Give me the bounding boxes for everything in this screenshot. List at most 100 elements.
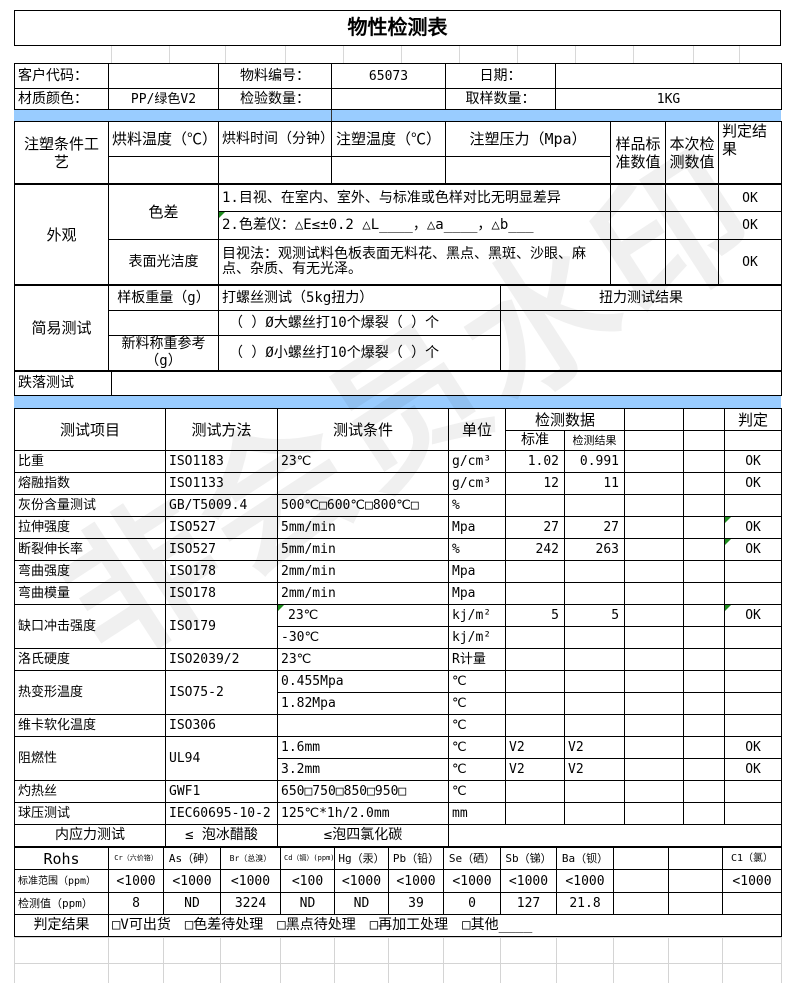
- empty-cell: [624, 780, 685, 803]
- cell-result: V2: [563, 736, 626, 759]
- empty-cell: [624, 736, 685, 759]
- cell-unit: Mpa: [448, 560, 506, 583]
- main-test-table: 测试项目 测试方法 测试条件 单位 检测数据 判定 标准 检测结果 比重 ISO…: [14, 408, 783, 847]
- empty-cell: [683, 494, 726, 517]
- cell-condition: [277, 472, 449, 495]
- date-label: 日期：: [445, 63, 556, 89]
- cell-condition: 1.6mm: [277, 736, 449, 759]
- empty-cell: [610, 184, 666, 212]
- empty-cell: [624, 538, 685, 561]
- cell-condition: 3.2mm: [277, 758, 449, 781]
- empty-cell: [683, 736, 726, 759]
- cell-method: ISO1183: [165, 450, 278, 473]
- cell-condition: 2mm/min: [277, 560, 449, 583]
- big-screw-line: （ ）Ø大螺丝打10个爆裂（ ）个: [218, 310, 501, 336]
- cell-verdict: [724, 494, 783, 517]
- empty-cell: [624, 758, 685, 781]
- empty-cell: [683, 780, 726, 803]
- cell-method: IEC60695-10-2: [165, 802, 278, 825]
- verdict-result-header: 判定结果: [718, 121, 782, 184]
- grid-spacer-row-top: [14, 46, 781, 63]
- cell-result: 0.991: [563, 450, 626, 473]
- empty-cell: [624, 494, 685, 517]
- blue-divider-band-1: [14, 110, 781, 121]
- cell-unit: %: [448, 494, 506, 517]
- cell-standard: [505, 494, 565, 517]
- rohs-standard-value: <1000: [108, 869, 164, 893]
- empty-cell: [683, 670, 726, 693]
- color-diff-visual-result: OK: [718, 184, 782, 212]
- cell-result: [563, 802, 626, 825]
- cell-standard: [505, 648, 565, 671]
- rohs-col-cr: Cr（六价铬）: [108, 847, 164, 870]
- empty-cell: [613, 869, 669, 893]
- test-row-melt-index: 熔融指数 ISO1133 g/cm³ 12 11 OK: [14, 472, 783, 495]
- cell-method: ISO1133: [165, 472, 278, 495]
- drop-test-row: 跌落测试: [14, 371, 782, 396]
- cell-item: 阻燃性: [14, 736, 166, 781]
- cell-result: [563, 626, 626, 649]
- rohs-standard-value: <1000: [163, 869, 221, 893]
- rohs-measured-value: ND: [163, 892, 221, 915]
- cell-standard: V2: [505, 758, 565, 781]
- header-test-method: 测试方法: [165, 408, 278, 451]
- cell-unit: mm: [448, 802, 506, 825]
- surface-finish-desc: 目视法：观测试料色板表面无料花、黑点、黑斑、沙眼、麻点、杂质、有无光泽。: [218, 239, 611, 285]
- cell-result: V2: [563, 758, 626, 781]
- inspect-qty-value: [331, 88, 446, 110]
- cell-verdict: [724, 560, 783, 583]
- rohs-col-cl: C1（氯）: [722, 847, 782, 870]
- appearance-section-label: 外观: [14, 184, 109, 285]
- empty-cell: [683, 692, 726, 715]
- test-row-flexural-modulus: 弯曲模量 ISO178 2mm/min Mpa: [14, 582, 783, 605]
- cell-verdict: [724, 670, 783, 693]
- empty-cell: [668, 847, 723, 870]
- cell-standard: [505, 626, 565, 649]
- rohs-measured-value: 21.8: [556, 892, 614, 915]
- inspect-qty-label: 检验数量：: [218, 88, 332, 110]
- empty-cell: [683, 538, 726, 561]
- color-diff-label: 色差: [108, 184, 219, 240]
- empty-cell: [624, 802, 685, 825]
- header-test-condition: 测试条件: [277, 408, 449, 451]
- test-row-internal-stress: 内应力测试 ≤ 泡冰醋酸 ≤泡四氯化碳: [14, 824, 783, 847]
- test-row-tensile-strength: 拉伸强度 ISO527 5mm/min Mpa 27 27 OK: [14, 516, 783, 539]
- cell-standard: [505, 714, 565, 737]
- cell-unit: %: [448, 538, 506, 561]
- sample-standard-header: 样品标准数值: [610, 121, 666, 184]
- mold-temp-value: [331, 156, 446, 184]
- cell-condition: 125℃*1h/2.0mm: [277, 802, 449, 825]
- cell-standard: [505, 780, 565, 803]
- empty-cell: [683, 430, 726, 451]
- sample-weight-value: [108, 310, 219, 336]
- cell-item: 灼热丝: [14, 780, 166, 803]
- cell-unit: ℃: [448, 758, 506, 781]
- rohs-standard-value: <1000: [334, 869, 389, 893]
- drop-test-table: 跌落测试: [14, 371, 782, 396]
- torque-result-value: [500, 310, 782, 371]
- cell-result: [563, 780, 626, 803]
- cell-condition: 23℃: [277, 604, 449, 627]
- bake-time-value: [218, 156, 332, 184]
- final-verdict-options: □V可出货 □色差待处理 □黑点待处理 □再加工处理 □其他____: [108, 914, 782, 937]
- material-color-value: PP/绿色V2: [108, 88, 219, 110]
- internal-stress-label: 内应力测试: [14, 824, 166, 847]
- injection-conditions-table: 注塑条件工艺 烘料温度（℃） 烘料时间（分钟） 注塑温度（℃） 注塑压力（Mpa…: [14, 121, 782, 184]
- empty-cell: [683, 472, 726, 495]
- empty-cell: [683, 408, 726, 431]
- test-row-hdt-0455: 热变形温度 ISO75-2 0.455Mpa ℃: [14, 670, 783, 715]
- rohs-measured-label: 检测值（ppm）: [14, 892, 109, 915]
- rohs-standard-value: <1000: [500, 869, 557, 893]
- cell-item: 维卡软化温度: [14, 714, 166, 737]
- rohs-col-br: Br（总溴）: [220, 847, 281, 870]
- test-row-specific-gravity: 比重 ISO1183 23℃ g/cm³ 1.02 0.991 OK: [14, 450, 783, 473]
- empty-cell: [624, 648, 685, 671]
- cell-item: 弯曲强度: [14, 560, 166, 583]
- cell-method: ISO179: [165, 604, 278, 649]
- cell-standard: [505, 802, 565, 825]
- rohs-col-sb: Sb（锑）: [500, 847, 557, 870]
- empty-cell: [683, 582, 726, 605]
- empty-cell: [665, 184, 719, 212]
- cell-condition: 1.82Mpa: [277, 692, 449, 715]
- rohs-col-as: As（砷）: [163, 847, 221, 870]
